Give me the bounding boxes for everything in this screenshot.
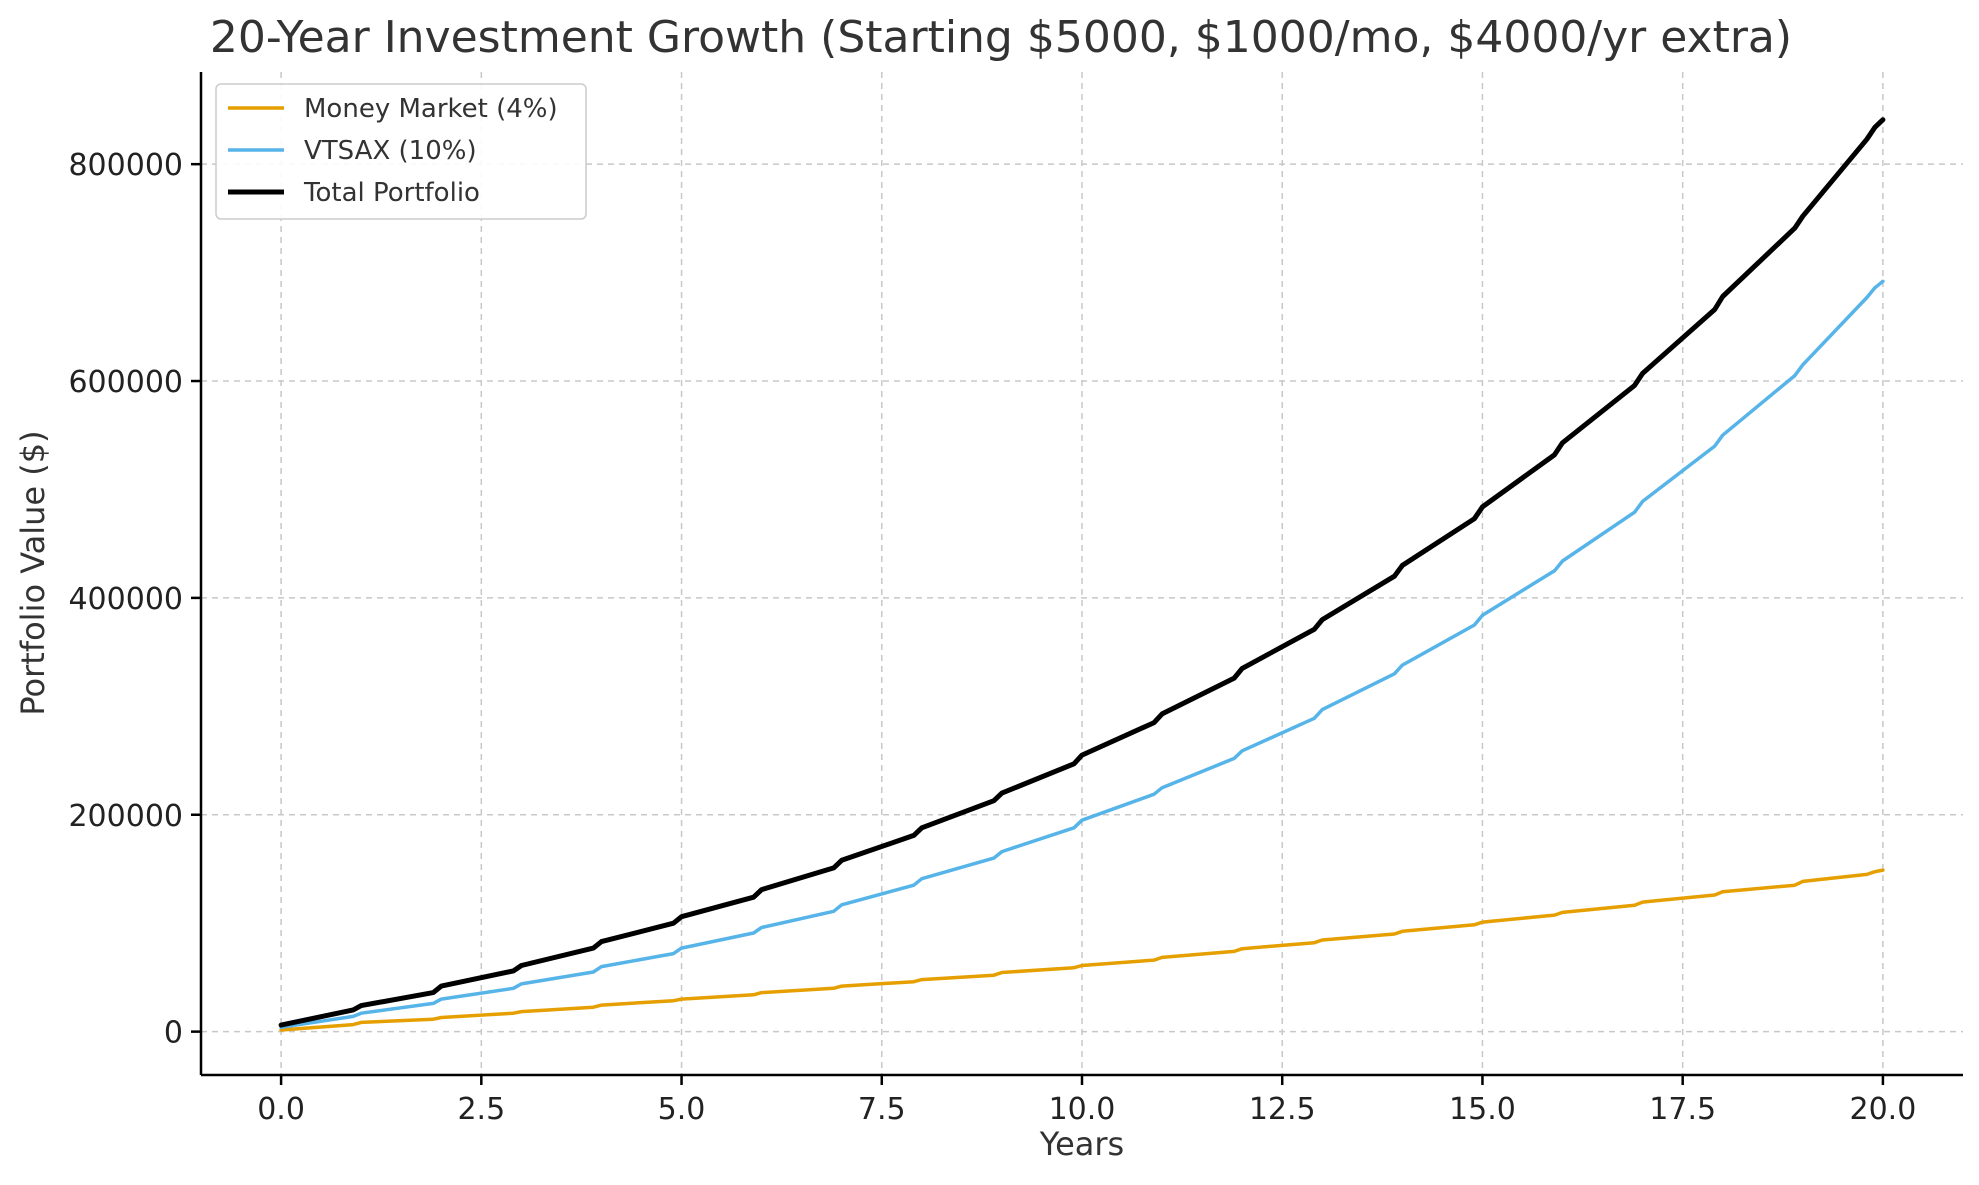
series-line-total-portfolio: [278, 117, 1886, 1028]
x-tick-label: 7.5: [858, 1092, 906, 1127]
legend-label: Money Market (4%): [304, 94, 558, 124]
series-lines: [278, 117, 1886, 1032]
x-tick-label: 2.5: [457, 1092, 505, 1127]
x-tick-label: 20.0: [1850, 1092, 1917, 1127]
legend-label: Total Portfolio: [303, 178, 480, 208]
x-tick-label: 15.0: [1449, 1092, 1516, 1127]
x-tick-label: 12.5: [1249, 1092, 1316, 1127]
x-axis-label: Years: [1039, 1125, 1124, 1163]
x-ticks: 0.0 2.5 5.0 7.5 10.0 12.5 15.0 17.5 20.0: [257, 1075, 1916, 1127]
y-ticks: 0 200000 400000 600000 800000: [68, 148, 201, 1051]
legend: Money Market (4%) VTSAX (10%) Total Portfo…: [215, 83, 587, 220]
legend-label: VTSAX (10%): [304, 136, 477, 166]
x-tick-label: 0.0: [257, 1092, 305, 1127]
grid-lines: [201, 72, 1963, 1075]
legend-box: [215, 83, 587, 220]
y-tick-label: 800000: [68, 148, 183, 183]
x-tick-label: 10.0: [1049, 1092, 1116, 1127]
y-axis-label: Portfolio Value ($): [14, 430, 52, 715]
y-tick-label: 400000: [68, 582, 183, 617]
x-tick-label: 17.5: [1649, 1092, 1716, 1127]
x-tick-label: 5.0: [658, 1092, 706, 1127]
series-line-vtsax-10: [279, 279, 1885, 1030]
y-tick-label: 0: [164, 1016, 183, 1051]
y-tick-label: 600000: [68, 365, 183, 400]
y-tick-label: 200000: [68, 799, 183, 834]
chart-title: 20-Year Investment Growth (Starting $500…: [210, 12, 1792, 63]
series-line-money-market-4: [279, 868, 1885, 1032]
